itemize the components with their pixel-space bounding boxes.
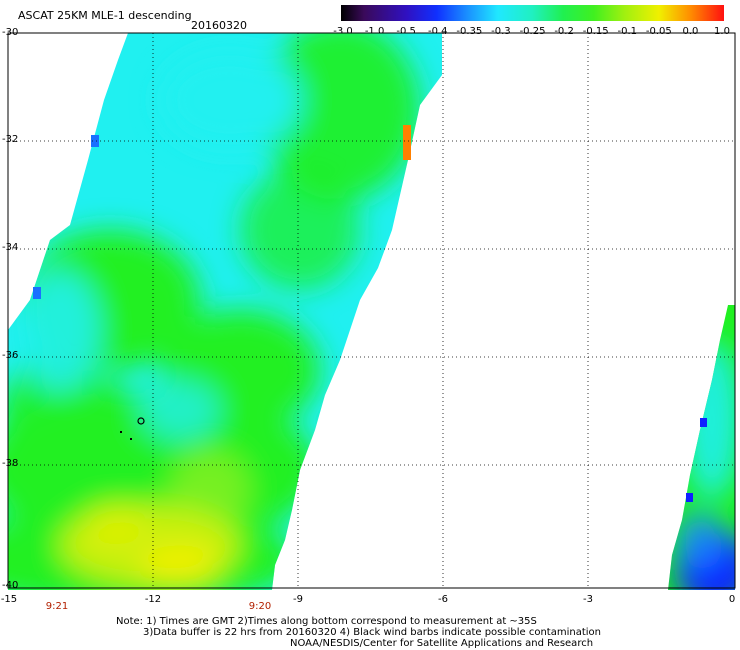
colorbar <box>341 5 724 21</box>
map-date: 20160320 <box>191 19 247 32</box>
blue-anomaly <box>33 287 41 299</box>
lat-label: -36 <box>2 350 19 361</box>
field-patch <box>8 350 120 490</box>
map-title: ASCAT 25KM MLE-1 descending <box>18 9 192 22</box>
colorbar-tick-label: -0.15 <box>582 26 609 37</box>
colorbar-tick-label: -0.4 <box>427 26 448 37</box>
blue-anomaly <box>700 418 707 427</box>
colorbar-tick-label: -0.3 <box>491 26 511 37</box>
field-patch <box>20 270 100 390</box>
lat-label: -32 <box>2 134 19 145</box>
colorbar-tick-label: -3.0 <box>333 26 353 37</box>
colorbar-tick-label: 0.0 <box>682 26 699 37</box>
lat-label: -38 <box>2 458 19 469</box>
orange-anomaly <box>403 125 411 160</box>
note-line-3: NOAA/NESDIS/Center for Satellite Applica… <box>290 638 594 649</box>
colorbar-tick-label: -0.2 <box>554 26 574 37</box>
plot-frame <box>7 32 736 589</box>
lon-label: -6 <box>438 594 448 605</box>
colorbar-tick-label: -1.0 <box>364 26 385 37</box>
island-marker <box>137 417 145 425</box>
blue-anomaly <box>686 493 693 502</box>
lon-label: -3 <box>583 594 593 605</box>
field-patch <box>240 170 360 290</box>
field-patch <box>675 510 725 570</box>
colorbar-tick-label: -0.25 <box>519 26 546 37</box>
lat-label: -40 <box>2 580 19 591</box>
swath-east-field <box>8 33 420 590</box>
field-patch <box>160 50 300 150</box>
wind-barb-marker <box>130 438 132 440</box>
field-patch <box>140 545 220 585</box>
field-patch <box>682 340 735 500</box>
lon-label: -12 <box>144 594 162 605</box>
time-label: 9:20 <box>248 601 272 612</box>
colorbar-tick-label: -0.5 <box>396 26 416 37</box>
note-line-2: 3)Data buffer is 22 hrs from 20160320 4)… <box>143 627 601 638</box>
field-patch <box>140 380 220 440</box>
blue-anomaly <box>91 135 99 147</box>
swath-west-field <box>675 340 735 590</box>
colorbar-tick-label: 1.0 <box>714 26 730 37</box>
time-label: 9:21 <box>45 601 69 612</box>
colorbar-gradient <box>341 5 724 21</box>
field-patch <box>85 505 145 545</box>
colorbar-tick-label: -0.1 <box>617 26 638 37</box>
colorbar-tick-label: -0.35 <box>456 26 483 37</box>
lat-label: -34 <box>2 242 19 253</box>
field-patch <box>260 33 420 200</box>
note-line-1: Note: 1) Times are GMT 2)Times along bot… <box>116 616 537 627</box>
wind-barb-marker <box>120 431 122 433</box>
lon-label: 0 <box>728 594 736 605</box>
lon-label: -9 <box>293 594 303 605</box>
lon-label: -15 <box>0 594 18 605</box>
colorbar-tick-label: -0.05 <box>645 26 672 37</box>
lat-label: -30 <box>2 27 19 38</box>
